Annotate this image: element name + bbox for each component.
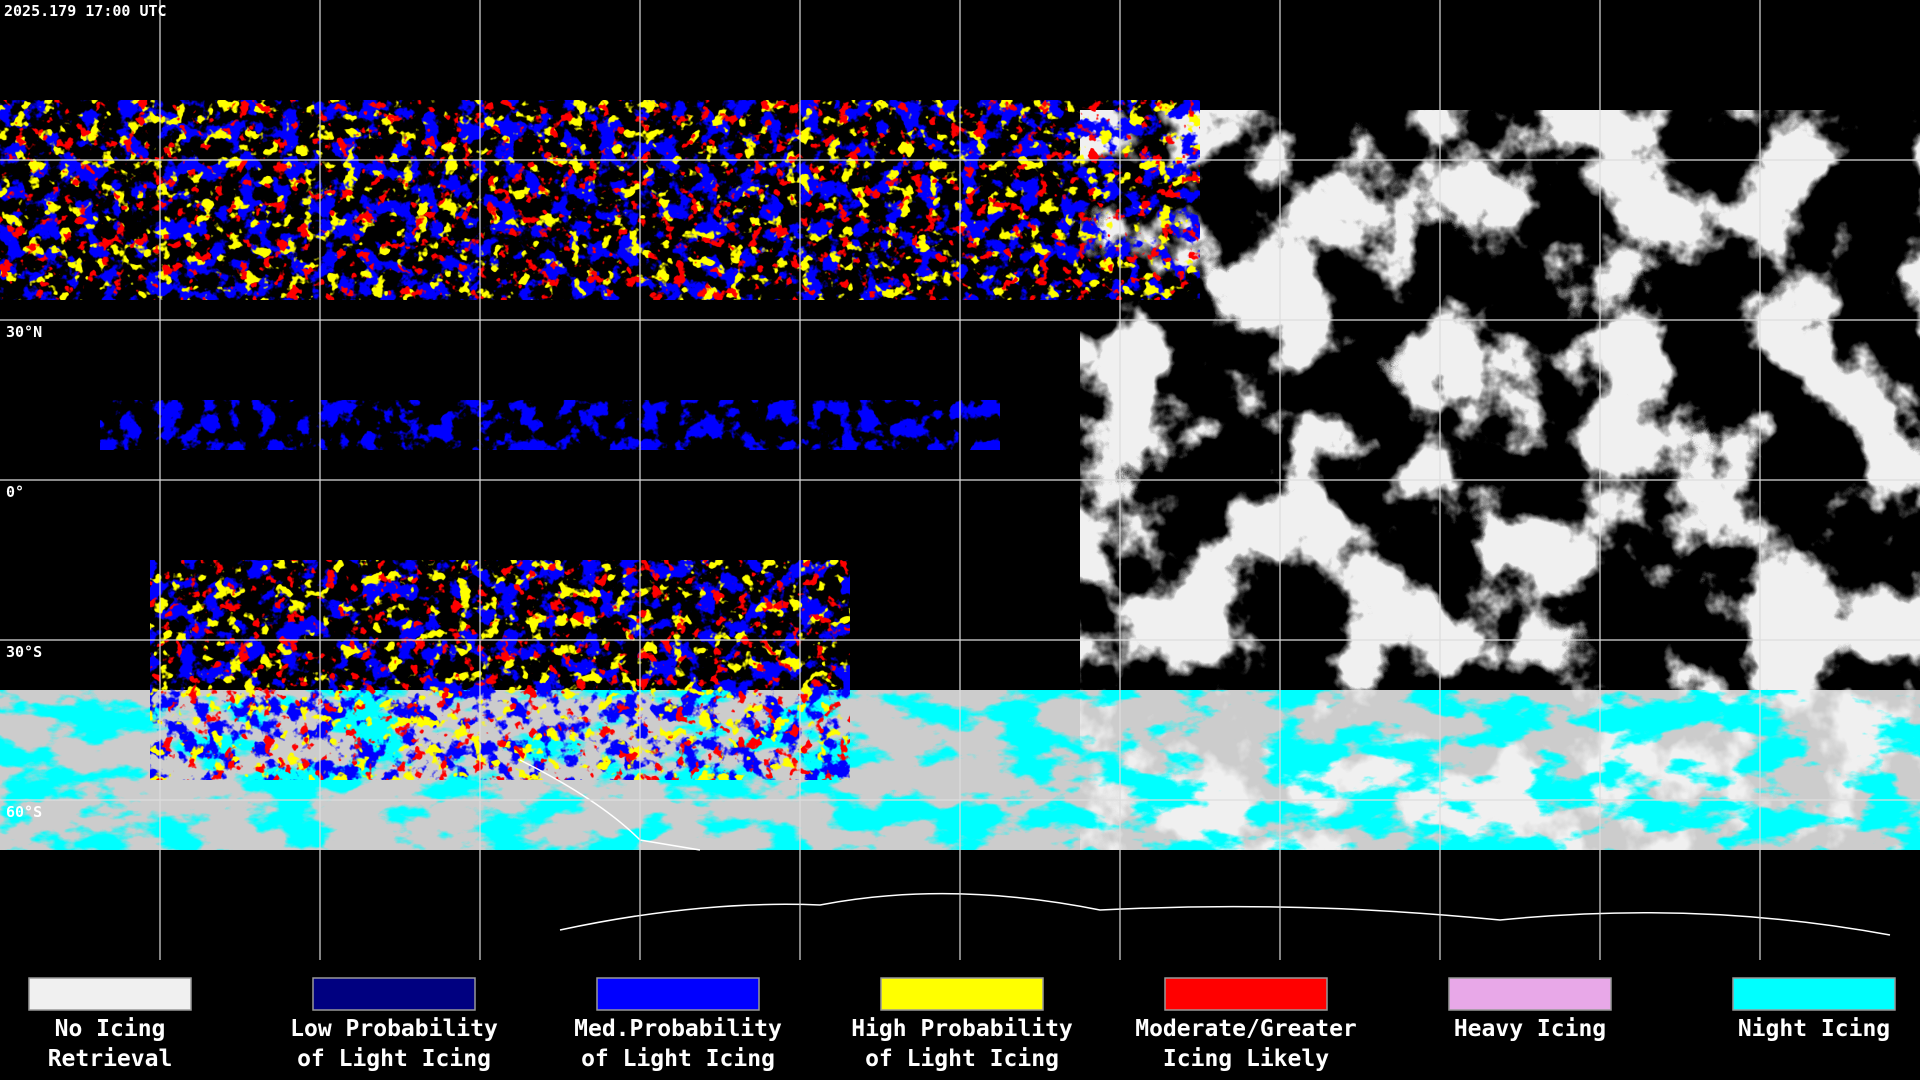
latitude-labels: 30°N 0° 30°S 60°S [6, 323, 42, 821]
legend-label: Med.Probability [574, 1016, 782, 1042]
legend-label: of Light Icing [297, 1046, 491, 1072]
legend-label: Icing Likely [1163, 1046, 1329, 1072]
latitude-label: 60°S [6, 803, 42, 821]
coastline [519, 759, 1891, 936]
legend-label: Night Icing [1738, 1016, 1890, 1042]
legend: No Icing Retrieval Low Probability of Light… [28, 977, 1896, 1072]
legend-swatch [1448, 977, 1612, 1011]
legend-swatch [28, 977, 192, 1011]
legend-label: of Light Icing [865, 1046, 1059, 1072]
legend-swatch [596, 977, 760, 1011]
legend-swatch [880, 977, 1044, 1011]
legend-label: Heavy Icing [1454, 1016, 1606, 1042]
legend-label: Low Probability [290, 1016, 498, 1042]
legend-swatch [1732, 977, 1896, 1011]
legend-label: Moderate/Greater [1135, 1016, 1357, 1042]
legend-label: Retrieval [48, 1046, 173, 1072]
timestamp: 2025.179 17:00 UTC [4, 2, 167, 20]
legend-swatch [312, 977, 476, 1011]
legend-label: of Light Icing [581, 1046, 775, 1072]
latitude-label: 30°S [6, 643, 42, 661]
legend-swatch [1164, 977, 1328, 1011]
legend-label: High Probability [851, 1016, 1073, 1042]
grid [0, 0, 1920, 960]
legend-label: No Icing [55, 1016, 166, 1042]
latitude-label: 30°N [6, 323, 42, 341]
latitude-label: 0° [6, 483, 24, 501]
